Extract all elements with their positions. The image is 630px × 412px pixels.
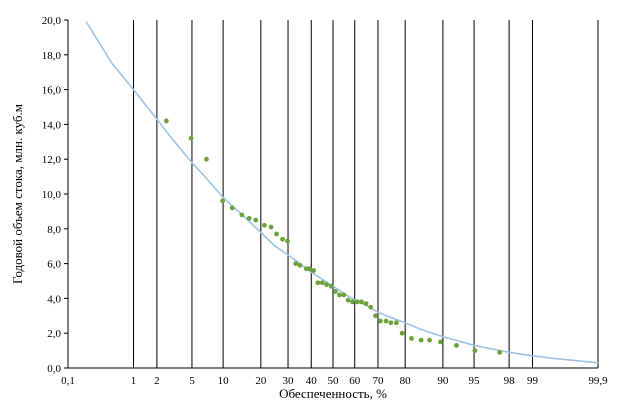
y-tick-label: 14,0 [42, 119, 62, 131]
y-tick-label: 8,0 [47, 224, 61, 236]
data-point [409, 336, 414, 341]
data-point [332, 289, 338, 294]
data-point [388, 320, 394, 326]
x-tick-label: 90 [437, 375, 449, 387]
data-point [454, 342, 459, 348]
y-tick-label: 12,0 [42, 154, 62, 166]
data-point [341, 292, 347, 298]
y-tick-label: 18,0 [42, 50, 62, 62]
data-point [350, 299, 355, 305]
data-point [311, 268, 317, 273]
data-point [280, 236, 285, 242]
data-point [472, 348, 478, 353]
data-point [307, 266, 312, 272]
data-point [297, 262, 303, 268]
data-point [319, 280, 325, 286]
y-tick-label: 20,0 [42, 15, 62, 27]
data-point [497, 349, 503, 355]
data-point [239, 212, 245, 218]
data-point [363, 301, 369, 307]
data-point [427, 337, 432, 343]
x-tick-label: 99,9 [588, 375, 608, 387]
x-tick-label: 99 [527, 375, 539, 387]
x-tick-label: 2 [154, 375, 160, 387]
data-point [253, 217, 259, 223]
data-point [246, 215, 252, 221]
data-point [378, 318, 383, 324]
data-point [293, 261, 299, 266]
data-point [359, 299, 364, 305]
data-point [229, 205, 235, 211]
y-axis-title: Годовой объем стока, млн. куб.м [10, 104, 25, 284]
data-point [337, 292, 342, 298]
data-point [383, 318, 389, 324]
data-point [163, 118, 169, 124]
data-point [328, 283, 334, 289]
x-tick-label: 50 [328, 375, 340, 387]
data-point [345, 297, 351, 303]
x-tick-label: 0,1 [61, 375, 75, 387]
y-tick-label: 10,0 [42, 189, 62, 201]
data-point [373, 313, 378, 319]
fitted-curve-layer [85, 21, 599, 364]
data-point [324, 282, 329, 287]
data-point [285, 238, 290, 244]
data-point [354, 299, 360, 305]
x-tick-label: 98 [504, 375, 516, 387]
x-tick-label: 60 [349, 375, 361, 387]
data-point [315, 280, 321, 286]
data-points-layer [163, 118, 503, 355]
x-tick-label: 5 [189, 375, 195, 387]
data-point [393, 320, 399, 326]
fitted-curve [85, 21, 599, 364]
data-point [274, 231, 279, 237]
x-tick-label: 1 [131, 375, 137, 387]
x-tick-label: 20 [255, 375, 267, 387]
x-tick-label: 80 [400, 375, 412, 387]
data-point [220, 198, 226, 204]
x-tick-labels: 0,1 1 2 5 10 20 30 40 50 60 70 80 90 95 98 99 99,9 [61, 375, 608, 387]
data-point [188, 135, 194, 141]
x-tick-label: 70 [372, 375, 384, 387]
data-point [204, 156, 209, 162]
x-tick-label: 30 [283, 375, 295, 387]
data-point [268, 224, 274, 230]
y-tick-labels: 0,0 2,0 4,0 6,0 8,0 10,0 12,0 14,0 16,0 18,0 20,0 [42, 15, 62, 375]
data-point [368, 304, 374, 310]
x-tick-label: 95 [469, 375, 481, 387]
data-point [418, 337, 424, 343]
x-tick-label: 40 [306, 375, 318, 387]
x-tick-label: 10 [218, 375, 230, 387]
y-tick-label: 2,0 [47, 328, 61, 340]
data-point [399, 330, 405, 336]
y-tick-label: 6,0 [47, 259, 61, 271]
data-point [262, 222, 267, 228]
grid-lines [64, 19, 599, 369]
y-tick-label: 4,0 [47, 293, 61, 305]
data-point [438, 339, 443, 345]
y-tick-label: 0,0 [47, 363, 61, 375]
y-tick-label: 16,0 [42, 85, 62, 97]
x-axis-title: Обеспеченность, % [279, 386, 387, 401]
